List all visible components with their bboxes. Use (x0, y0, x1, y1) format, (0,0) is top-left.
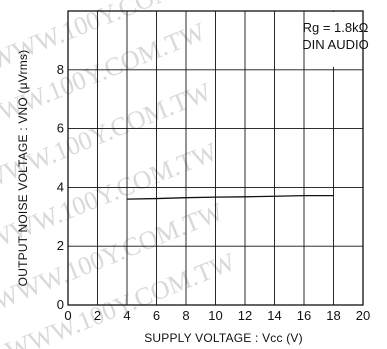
y-tick-label: 8 (57, 62, 64, 77)
x-tick-label: 0 (64, 308, 71, 323)
series-line-0 (126, 194, 334, 200)
x-tick-label: 18 (326, 308, 340, 323)
y-tick-label: 4 (57, 179, 64, 194)
x-tick-label: 4 (123, 308, 130, 323)
x-axis-label: SUPPLY VOLTAGE : Vcc (V) (144, 331, 303, 345)
y-tick-labels: 0 2 4 6 8 (57, 62, 64, 312)
x-tick-labels: 0 2 4 6 8 10 12 14 16 18 20 (64, 308, 370, 323)
y-tick-label: 0 (57, 297, 64, 312)
y-tick-label: 6 (57, 121, 64, 136)
annotation-rg: Rg = 1.8kΩ (303, 20, 369, 35)
plot-frame (67, 10, 364, 306)
y-tick-label: 2 (57, 238, 64, 253)
series-layer (126, 194, 334, 200)
watermark-layer: WWW.100Y.COM.TWWWW.100Y.COM.TWWWW.100Y.C… (0, 0, 240, 349)
x-tick-label: 16 (297, 308, 311, 323)
y-axis-label: OUTPUT NOISE VOLTAGE : VNO (μVrms) (16, 50, 30, 287)
x-tick-label: 20 (356, 308, 370, 323)
x-tick-label: 2 (94, 308, 101, 323)
x-tick-label: 6 (153, 308, 160, 323)
x-tick-label: 10 (208, 308, 222, 323)
annotation-din-audio: DIN AUDIO (302, 37, 368, 52)
annotation-box: Rg = 1.8kΩ DIN AUDIO (302, 12, 369, 67)
x-tick-label: 14 (267, 308, 281, 323)
x-tick-label: 8 (182, 308, 189, 323)
x-tick-label: 12 (238, 308, 252, 323)
